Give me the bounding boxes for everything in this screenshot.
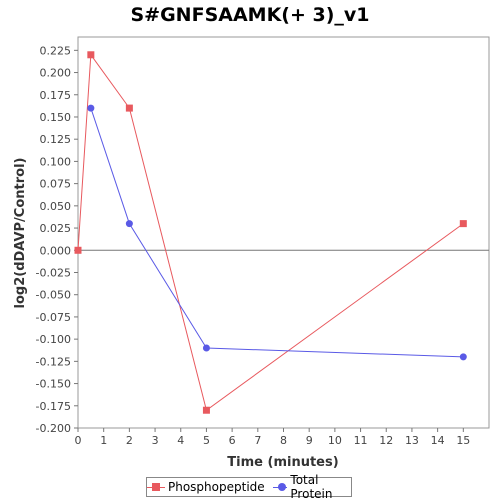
- y-tick-label: -0.125: [36, 355, 71, 368]
- y-tick-label: 0.200: [40, 67, 72, 80]
- legend-label-total-protein: Total Protein: [290, 473, 333, 501]
- data-point-phosphopeptide: [202, 406, 210, 414]
- x-tick-label: 13: [405, 434, 419, 447]
- x-tick-label: 10: [328, 434, 342, 447]
- x-tick-label: 0: [75, 434, 82, 447]
- data-point-phosphopeptide: [125, 104, 133, 112]
- y-tick-label: 0.150: [40, 111, 72, 124]
- series-line-total-protein: [90, 107, 464, 358]
- x-tick-label: 3: [152, 434, 159, 447]
- legend-label-phosphopeptide: Phosphopeptide: [168, 480, 265, 494]
- x-tick-label: 15: [456, 434, 470, 447]
- x-tick-label: 7: [254, 434, 261, 447]
- legend-item-phosphopeptide: Phosphopeptide: [147, 480, 265, 494]
- x-axis-title: Time (minutes): [227, 455, 338, 470]
- data-point-phosphopeptide: [459, 220, 467, 228]
- y-tick-label: -0.075: [36, 311, 71, 324]
- y-tick-label: 0.100: [40, 155, 72, 168]
- x-tick-label: 12: [379, 434, 393, 447]
- y-tick-label: 0.000: [40, 244, 72, 257]
- y-tick-label: -0.175: [36, 400, 71, 413]
- x-tick-label: 2: [126, 434, 133, 447]
- y-tick-label: -0.100: [36, 333, 71, 346]
- legend-swatch-circle-icon: [272, 481, 288, 493]
- data-point-total-protein: [202, 344, 210, 352]
- x-tick-label: 9: [306, 434, 313, 447]
- data-point-phosphopeptide: [74, 246, 82, 254]
- y-tick-label: 0.075: [40, 178, 72, 191]
- x-tick-label: 5: [203, 434, 210, 447]
- y-tick-label: -0.150: [36, 378, 71, 391]
- data-point-total-protein: [87, 104, 95, 112]
- x-tick-label: 4: [177, 434, 184, 447]
- data-point-total-protein: [459, 353, 467, 361]
- chart-title: S#GNFSAAMK(+ 3)_v1: [130, 4, 370, 26]
- legend: Phosphopeptide Total Protein: [146, 473, 352, 501]
- legend-item-total-protein: Total Protein: [272, 473, 351, 501]
- legend-swatch-square-icon: [147, 481, 165, 493]
- y-tick-label: -0.025: [36, 266, 71, 279]
- plot-area: [77, 36, 490, 429]
- data-point-phosphopeptide: [87, 51, 95, 59]
- x-tick-label: 8: [280, 434, 287, 447]
- x-tick-label: 6: [229, 434, 236, 447]
- y-axis-title: log2(dDAVP/Control): [13, 158, 28, 309]
- y-tick-label: 0.050: [40, 200, 72, 213]
- x-tick-label: 14: [431, 434, 445, 447]
- y-tick-label: -0.200: [36, 422, 71, 435]
- y-tick-label: 0.025: [40, 222, 72, 235]
- x-tick-label: 11: [354, 434, 368, 447]
- x-tick-label: 1: [100, 434, 107, 447]
- y-tick-label: 0.125: [40, 133, 72, 146]
- y-tick-label: 0.175: [40, 89, 72, 102]
- y-tick-label: 0.225: [40, 44, 72, 57]
- y-tick-label: -0.050: [36, 289, 71, 302]
- data-point-total-protein: [125, 220, 133, 228]
